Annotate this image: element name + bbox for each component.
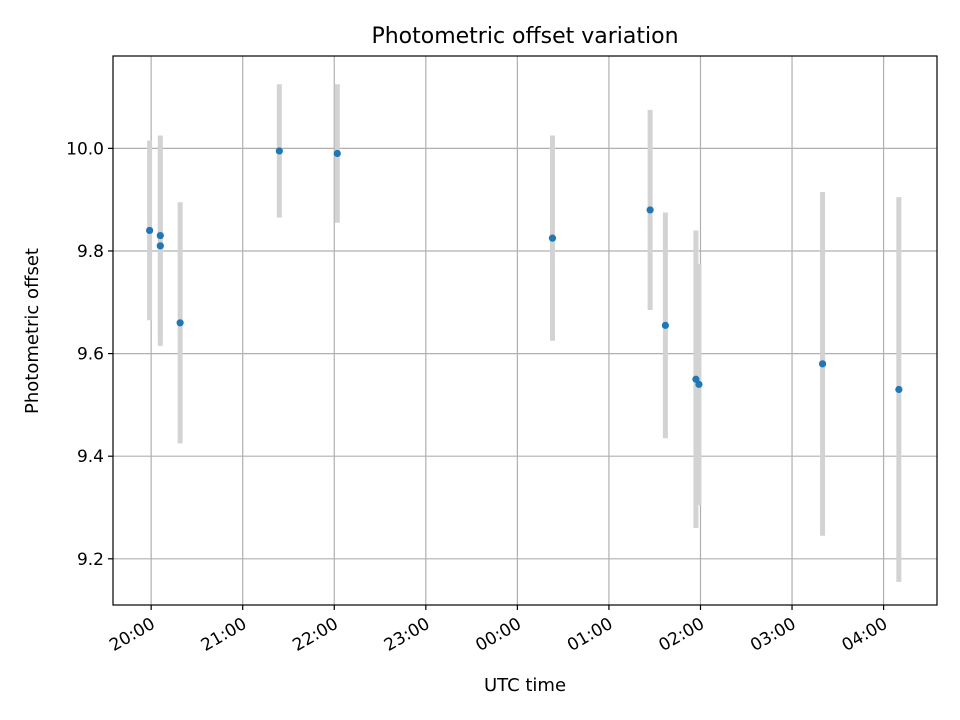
data-point: [818, 360, 827, 368]
x-axis-label: UTC time: [484, 675, 566, 696]
data-point: [646, 206, 654, 214]
data-point: [548, 234, 557, 242]
data-point: [156, 231, 164, 240]
y-axis-ticks: 9.2 9.4 9.6 9.8 10.0: [66, 139, 113, 570]
y-tick-label: 10.0: [66, 139, 104, 159]
data-point: [895, 385, 903, 394]
data-point: [695, 380, 703, 388]
y-tick-label: 9.2: [77, 550, 104, 570]
data-point: [156, 242, 164, 250]
y-tick-label: 9.4: [77, 447, 104, 467]
data-point: [275, 147, 283, 155]
data-point: [661, 321, 669, 329]
data-points: [146, 147, 903, 394]
y-tick-label: 9.6: [77, 345, 104, 365]
y-tick-label: 9.8: [77, 242, 104, 262]
data-point: [146, 226, 154, 235]
chart-title: Photometric offset variation: [371, 24, 678, 49]
y-axis-label: Photometric offset: [22, 248, 43, 414]
grid-lines: [113, 56, 937, 605]
data-point: [333, 149, 341, 158]
data-point: [176, 319, 184, 327]
plot-frame: [112, 55, 938, 606]
